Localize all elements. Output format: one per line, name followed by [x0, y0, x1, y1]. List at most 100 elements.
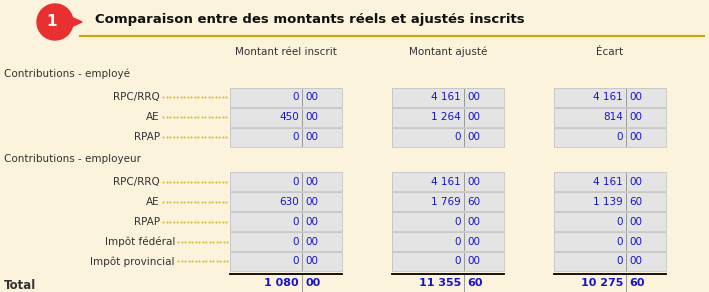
- Text: 0: 0: [617, 132, 623, 142]
- Bar: [392, 192, 504, 211]
- Bar: [554, 212, 666, 231]
- Text: 00: 00: [629, 112, 642, 122]
- Bar: [230, 128, 342, 147]
- Text: 00: 00: [467, 256, 480, 267]
- Bar: [554, 128, 666, 147]
- Text: 1: 1: [47, 15, 57, 29]
- Text: 00: 00: [629, 177, 642, 187]
- Text: 0: 0: [293, 217, 299, 227]
- Text: 0: 0: [454, 256, 461, 267]
- Text: AE: AE: [146, 197, 160, 207]
- Text: 4 161: 4 161: [431, 177, 461, 187]
- Bar: [392, 232, 504, 251]
- Bar: [554, 252, 666, 271]
- Text: Impôt provincial: Impôt provincial: [91, 256, 175, 267]
- Text: Impôt fédéral: Impôt fédéral: [105, 236, 175, 247]
- Bar: [554, 172, 666, 191]
- Text: RPC/RRQ: RPC/RRQ: [113, 177, 160, 187]
- Text: 00: 00: [305, 256, 318, 267]
- Bar: [554, 192, 666, 211]
- Text: 450: 450: [279, 112, 299, 122]
- Bar: [230, 192, 342, 211]
- Text: 0: 0: [293, 92, 299, 102]
- Bar: [392, 172, 504, 191]
- Text: 00: 00: [467, 217, 480, 227]
- Bar: [230, 107, 342, 127]
- Bar: [230, 212, 342, 231]
- Text: 00: 00: [467, 92, 480, 102]
- Polygon shape: [60, 12, 82, 32]
- Text: RPAP: RPAP: [134, 132, 160, 142]
- Bar: [230, 252, 342, 271]
- Bar: [392, 128, 504, 147]
- Bar: [554, 107, 666, 127]
- Bar: [392, 192, 504, 211]
- Text: 00: 00: [467, 132, 480, 142]
- Text: 0: 0: [293, 132, 299, 142]
- Text: Total: Total: [4, 279, 36, 292]
- Text: Contributions - employé: Contributions - employé: [4, 68, 130, 79]
- Bar: [392, 252, 504, 271]
- Text: 814: 814: [603, 112, 623, 122]
- Text: Contributions - employeur: Contributions - employeur: [4, 154, 141, 164]
- Bar: [554, 172, 666, 191]
- Bar: [230, 88, 342, 107]
- Bar: [392, 88, 504, 107]
- Text: Écart: Écart: [596, 47, 623, 57]
- Text: 00: 00: [305, 177, 318, 187]
- Bar: [392, 128, 504, 147]
- Bar: [554, 252, 666, 271]
- Text: 00: 00: [305, 112, 318, 122]
- Bar: [230, 172, 342, 191]
- Bar: [392, 252, 504, 271]
- Text: RPAP: RPAP: [134, 217, 160, 227]
- Text: 0: 0: [617, 217, 623, 227]
- Text: 00: 00: [305, 132, 318, 142]
- Text: 1 769: 1 769: [431, 197, 461, 207]
- Text: Comparaison entre des montants réels et ajustés inscrits: Comparaison entre des montants réels et …: [95, 13, 525, 27]
- Text: 00: 00: [629, 256, 642, 267]
- Text: 00: 00: [629, 132, 642, 142]
- Bar: [554, 107, 666, 127]
- Text: 00: 00: [305, 278, 320, 288]
- Text: 00: 00: [305, 217, 318, 227]
- Bar: [230, 107, 342, 127]
- Text: 60: 60: [629, 278, 644, 288]
- Text: 0: 0: [454, 237, 461, 246]
- Text: 00: 00: [467, 112, 480, 122]
- Text: 00: 00: [629, 217, 642, 227]
- Bar: [230, 128, 342, 147]
- Text: 4 161: 4 161: [593, 92, 623, 102]
- Bar: [230, 88, 342, 107]
- Text: 00: 00: [629, 92, 642, 102]
- Text: 00: 00: [467, 237, 480, 246]
- Bar: [230, 232, 342, 251]
- Text: Montant réel inscrit: Montant réel inscrit: [235, 47, 337, 57]
- Text: 00: 00: [305, 237, 318, 246]
- Text: 0: 0: [617, 256, 623, 267]
- Bar: [554, 212, 666, 231]
- Text: AE: AE: [146, 112, 160, 122]
- Text: 60: 60: [467, 197, 480, 207]
- Bar: [230, 232, 342, 251]
- Bar: [392, 107, 504, 127]
- Bar: [554, 232, 666, 251]
- Bar: [392, 212, 504, 231]
- Text: 00: 00: [305, 197, 318, 207]
- Circle shape: [37, 4, 73, 40]
- Text: 10 275: 10 275: [581, 278, 623, 288]
- Text: 0: 0: [454, 132, 461, 142]
- Bar: [230, 172, 342, 191]
- Bar: [554, 88, 666, 107]
- Bar: [392, 88, 504, 107]
- Bar: [554, 232, 666, 251]
- Bar: [230, 252, 342, 271]
- Text: 1 139: 1 139: [593, 197, 623, 207]
- Text: Montant ajusté: Montant ajusté: [409, 47, 487, 57]
- Text: 630: 630: [279, 197, 299, 207]
- Text: 00: 00: [305, 92, 318, 102]
- Bar: [554, 88, 666, 107]
- Bar: [392, 232, 504, 251]
- Text: 0: 0: [293, 177, 299, 187]
- Bar: [392, 172, 504, 191]
